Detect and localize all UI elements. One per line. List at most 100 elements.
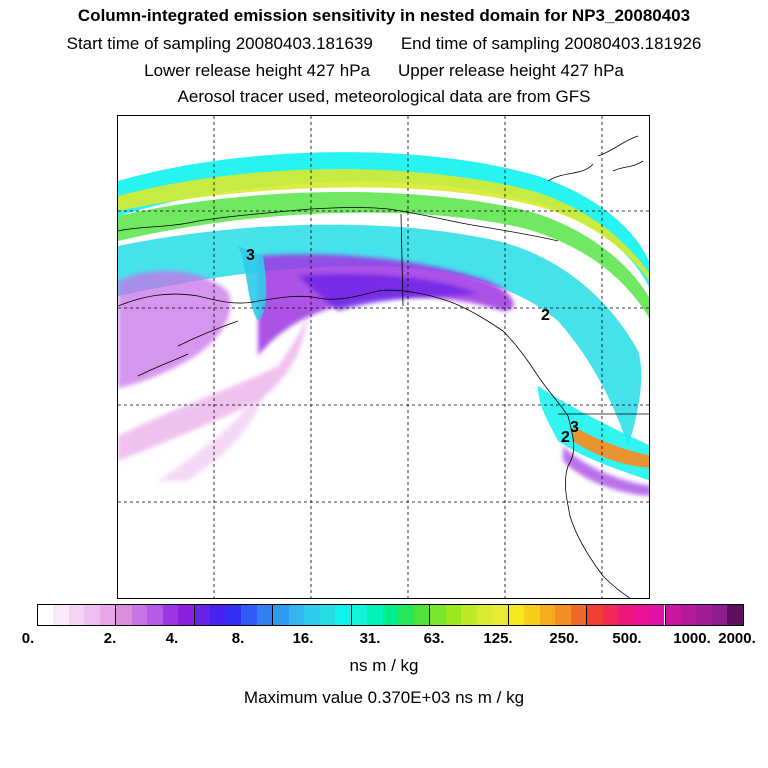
colorbar-swatch bbox=[539, 605, 556, 625]
colorbar-swatch bbox=[727, 605, 743, 625]
day-label: 2 bbox=[561, 429, 570, 446]
colorbar-tick-label: 63. bbox=[423, 630, 445, 647]
colorbar-tick-label: 1000. bbox=[673, 630, 711, 647]
upper-height-text: Upper release height 427 hPa bbox=[398, 61, 624, 80]
colorbar-swatch bbox=[430, 605, 446, 625]
day-label: 2 bbox=[541, 307, 550, 324]
sensitivity-map: 3 2 3 2 bbox=[117, 115, 650, 599]
colorbar-interval bbox=[272, 605, 351, 625]
coastline-layer bbox=[118, 135, 649, 598]
colorbar-swatch bbox=[99, 605, 116, 625]
colorbar-tick-label: 16. bbox=[292, 630, 314, 647]
colorbar-tick-label: 0. bbox=[21, 630, 35, 647]
colorbar-swatch bbox=[241, 605, 257, 625]
plume-arc-inner-cyan bbox=[118, 224, 642, 446]
colorbar-swatch bbox=[304, 605, 320, 625]
colorbar-interval bbox=[429, 605, 508, 625]
plot-title: Column-integrated emission sensitivity i… bbox=[77, 6, 691, 25]
colorbar-tick-label: 250. bbox=[549, 630, 579, 647]
colorbar-swatch bbox=[147, 605, 163, 625]
map-labels: 3 2 3 2 bbox=[246, 247, 579, 446]
colorbar-tick-label: 2. bbox=[103, 630, 117, 647]
colorbar-interval bbox=[586, 605, 665, 625]
colorbar-swatch bbox=[84, 605, 100, 625]
coastline-peninsula bbox=[137, 320, 239, 377]
tracer-info-text: Aerosol tracer used, meteorological data… bbox=[177, 87, 591, 106]
colorbar-interval bbox=[193, 605, 273, 625]
border-canada-alaska bbox=[400, 213, 404, 307]
lower-height-text: Lower release height 427 hPa bbox=[144, 61, 370, 80]
colorbar-swatch bbox=[524, 605, 540, 625]
coastline-alaska-south bbox=[118, 289, 569, 417]
plume-layer bbox=[118, 152, 649, 496]
colorbar-swatch bbox=[413, 605, 430, 625]
end-time-text: End time of sampling 20080403.181926 bbox=[400, 34, 702, 53]
colorbar-swatch bbox=[382, 605, 399, 625]
plume-trail-pink-2 bbox=[158, 376, 268, 481]
colorbar-tick-label: 500. bbox=[612, 630, 642, 647]
colorbar-swatch bbox=[570, 605, 587, 625]
colorbar-swatch bbox=[492, 605, 508, 625]
colorbar-swatch bbox=[587, 605, 603, 625]
plume-west-patch bbox=[118, 270, 231, 388]
colorbar-tick-label: 8. bbox=[231, 630, 245, 647]
plume-hotspot bbox=[573, 426, 649, 468]
colorbar-swatch bbox=[649, 605, 665, 625]
colorbar-swatch bbox=[131, 605, 148, 625]
colorbar-swatch bbox=[555, 605, 571, 625]
plume-arc-yellow bbox=[118, 169, 649, 282]
colorbar-swatch bbox=[335, 605, 351, 625]
colorbar-swatch bbox=[194, 605, 211, 625]
colorbar-interval bbox=[507, 605, 587, 625]
colorbar-interval bbox=[38, 605, 116, 625]
colorbar-swatch bbox=[53, 605, 69, 625]
plume-stream-vertical bbox=[238, 246, 267, 321]
colorbar-swatch bbox=[367, 605, 383, 625]
colorbar-tick-label: 2000. bbox=[718, 630, 756, 647]
colorbar-swatch bbox=[618, 605, 634, 625]
sampling-time-line: Start time of sampling 20080403.181639 En… bbox=[0, 34, 768, 54]
colorbar-swatch bbox=[178, 605, 194, 625]
plume-coast-purple bbox=[563, 446, 649, 496]
colorbar-swatch bbox=[711, 605, 728, 625]
colorbar-swatch bbox=[665, 605, 681, 625]
plume-arc-green bbox=[118, 192, 649, 318]
plume-core-violet bbox=[298, 274, 478, 311]
start-time-text: Start time of sampling 20080403.181639 bbox=[66, 34, 373, 53]
colorbar-interval bbox=[115, 605, 194, 625]
colorbar-units: ns m / kg bbox=[349, 656, 419, 675]
colorbar-swatch bbox=[162, 605, 179, 625]
day-label: 3 bbox=[246, 247, 255, 264]
colorbar-swatch bbox=[633, 605, 649, 625]
colorbar-swatch bbox=[476, 605, 493, 625]
colorbar-interval bbox=[664, 605, 743, 625]
colorbar-tick-label: 4. bbox=[165, 630, 179, 647]
colorbar-swatch bbox=[256, 605, 273, 625]
map-canvas: 3 2 3 2 bbox=[118, 116, 649, 598]
colorbar-swatch bbox=[116, 605, 132, 625]
colorbar-interval bbox=[350, 605, 430, 625]
colorbar-tick-label: 31. bbox=[359, 630, 381, 647]
coastline-alaska-north bbox=[118, 207, 559, 242]
colorbar-swatch bbox=[696, 605, 712, 625]
release-height-line: Lower release height 427 hPa Upper releas… bbox=[0, 61, 768, 81]
colorbar-tick-labels: 0. 2. 4. 8. 16. 31. 63. 125. 250. 500. 1000. 2000. bbox=[0, 630, 768, 650]
colorbar-swatch bbox=[225, 605, 242, 625]
colorbar-swatch bbox=[398, 605, 414, 625]
day-label: 3 bbox=[570, 419, 579, 436]
colorbar-swatch bbox=[602, 605, 619, 625]
colorbar-swatch bbox=[680, 605, 697, 625]
colorbar-swatch bbox=[38, 605, 54, 625]
coastline-west-coast bbox=[564, 415, 631, 598]
colorbar-swatch bbox=[319, 605, 336, 625]
colorbar-swatch bbox=[351, 605, 368, 625]
plume-trail-pink-1 bbox=[118, 316, 308, 461]
colorbar-swatch bbox=[461, 605, 477, 625]
colorbar-swatch bbox=[273, 605, 289, 625]
colorbar-swatch bbox=[210, 605, 226, 625]
colorbar-swatch bbox=[508, 605, 525, 625]
maximum-value-text: Maximum value 0.370E+03 ns m / kg bbox=[243, 688, 525, 707]
colorbar-swatch bbox=[445, 605, 462, 625]
colorbar bbox=[37, 604, 744, 626]
colorbar-swatch bbox=[288, 605, 305, 625]
